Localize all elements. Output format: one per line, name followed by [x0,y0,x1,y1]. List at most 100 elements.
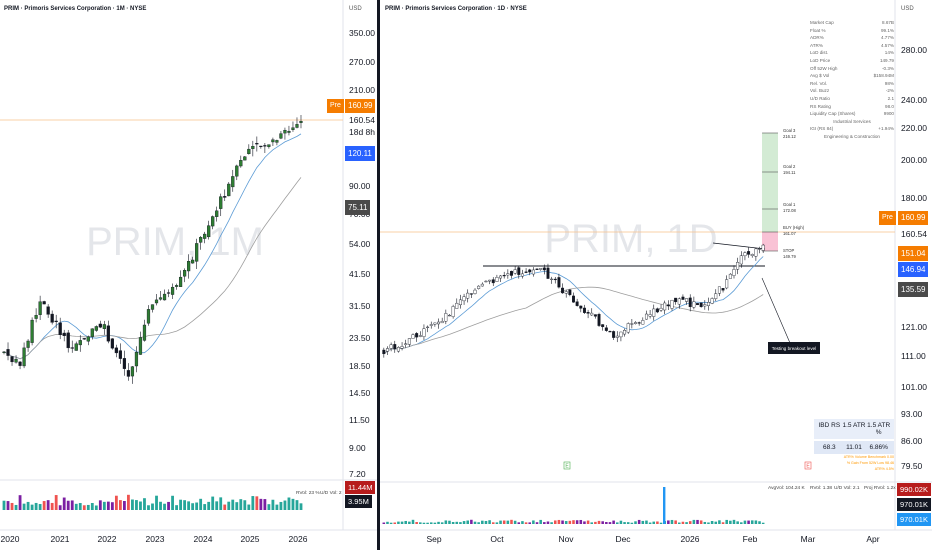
annotation-box[interactable] [768,342,820,354]
volume-bar [223,504,227,510]
volume-bar [532,520,535,524]
left-y-tick: 18.50 [349,361,371,371]
left-x-tick: 2025 [241,534,260,544]
volume-bar [747,520,750,524]
rs-table-headers: IBD RS 1.5 ATR 1.5 ATR % [814,419,894,439]
volume-bar [143,498,146,510]
candle [451,306,455,317]
volume-bar [659,522,663,524]
volume-bar [135,500,138,510]
candle [30,319,34,343]
left-title: PRIM · Primoris Services Corporation · 1… [4,6,147,12]
candle [207,225,211,238]
right-vol-tag-1: 990.02K [897,483,931,496]
right-tag-151: 151.04 [898,246,929,261]
candle [615,335,619,338]
stats-value: -0.3% [881,65,894,71]
candle [400,346,404,349]
candle [608,331,612,333]
candle [166,292,171,294]
right-currency: USD [901,6,914,12]
volume-bar [287,497,291,510]
left-currency: USD [349,6,362,12]
candle [601,324,605,328]
candle [227,183,231,197]
pane-divider[interactable] [377,0,380,550]
candle [295,124,299,128]
volume-bar [171,495,174,510]
candle [404,343,408,345]
volume-bar [462,521,466,524]
rs-header-atr: 1.5 ATR [842,422,866,429]
candle [488,279,492,282]
volume-bar [251,496,255,510]
volume-bar [491,522,495,524]
candle [448,314,451,317]
right-title: PRIM · Primoris Services Corporation · 1… [385,6,527,12]
stats-key: Market Cap [810,20,834,25]
volume-bar [557,519,561,524]
candle [750,254,754,257]
candle [747,251,751,255]
volume-bar [175,505,178,510]
stats-key: Float % [810,27,826,33]
stats-value: 4.77% [880,35,894,41]
volume-bar [195,502,199,510]
stats-key: Rel. Vol. [810,80,828,86]
candle [279,133,283,139]
candle [513,269,517,274]
candle [174,285,179,287]
stats-value: 2.1 [887,95,894,101]
volume-bar [6,501,10,510]
left-ma-tag-2: 75.11 [345,200,371,215]
volume-bar [30,504,34,510]
right-x-tick: Oct [490,534,504,544]
candle [215,210,219,217]
candle [630,323,634,325]
right-x-tick: Apr [866,534,879,544]
volume-bar [484,520,488,524]
right-tag-135: 135.59 [898,282,929,297]
right-pre-tag: Pre [879,211,896,225]
stats-industry: Engineering & Construction [824,133,880,139]
candle [666,304,670,307]
candle [623,330,627,335]
candle [644,313,648,320]
candle [655,308,659,313]
volume-bar [429,522,433,524]
volume-bar [271,499,275,510]
candle [94,326,98,331]
candle [271,139,275,143]
volume-bar [539,519,542,524]
candle [557,277,561,288]
candle [158,297,163,300]
volume-bar [725,519,728,524]
earnings-marker-nov[interactable] [563,461,571,470]
candle [473,289,477,294]
candle [568,289,572,295]
right-y-tick: 86.00 [901,436,923,446]
candle [26,340,30,348]
candle [70,347,74,349]
stats-value: 14% [884,50,894,56]
volume-bar [18,495,22,510]
candle [34,315,38,319]
stats-key: ATR% [810,42,823,48]
candle [710,298,714,304]
volume-bar [283,500,287,510]
volume-bar [477,522,480,524]
volume-bar [58,505,62,510]
volume-bar [139,501,142,510]
stats-value: 98.0 [885,103,894,109]
candle [199,237,203,243]
left-ma-tag-1: 120.11 [345,146,375,161]
rs-header-ibd: IBD RS [818,422,841,429]
candle [203,233,207,239]
volume-bar [615,522,619,524]
earnings-marker-feb[interactable] [804,461,812,470]
volume-bar [382,522,386,524]
goal-1-label: Goal 1 [783,202,796,207]
candle [283,129,287,134]
